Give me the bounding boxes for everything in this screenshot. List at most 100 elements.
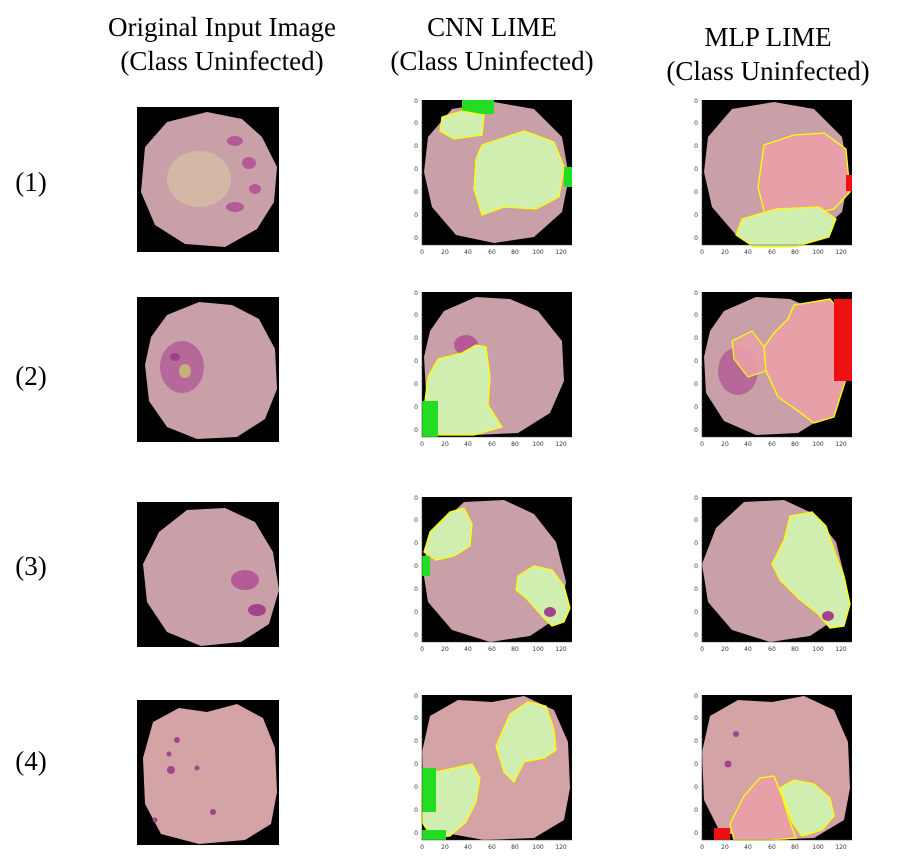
mlp-lime-row-4: 0 20 40 60 80 100 120 0 20 40 60 80 100 … (694, 692, 854, 857)
cnn-row1-xtick-80: 80 (511, 249, 519, 256)
mlp-row3-ytick-20: 20 (694, 517, 698, 524)
mlp-row2-xtick-120: 120 (835, 441, 847, 448)
cnn-row4-xtick-40: 40 (464, 844, 472, 851)
cnn-row2-xtick-60: 60 (488, 441, 496, 448)
mlp-row1-ytick-80: 80 (694, 189, 698, 196)
mlp-row2-ytick-120: 120 (694, 427, 698, 434)
cnn-row4-xtick-120: 120 (555, 844, 567, 851)
cnn-row2-ytick-20: 20 (414, 312, 418, 319)
mlp-row4-xtick-40: 40 (744, 844, 752, 851)
cnn-row2-ytick-120: 120 (414, 427, 418, 434)
mlp-row1-ytick-40: 40 (694, 143, 698, 150)
header-mlp-lime: MLP LIME (Class Uninfected) (640, 20, 896, 88)
mlp-row3-ytick-80: 80 (694, 586, 698, 593)
mlp-row2-ytick-100: 100 (694, 404, 698, 411)
mlp-row2-xtick-100: 100 (812, 441, 824, 448)
header-original-title: Original Input Image (108, 12, 336, 42)
cnn-row2-ytick-80: 80 (414, 381, 418, 388)
mlp-row4-ytick-40: 40 (694, 738, 698, 745)
mlp-row1-xtick-20: 20 (721, 249, 729, 256)
cnn-row2-xtick-80: 80 (511, 441, 519, 448)
cnn-row2-xtick-0: 0 (420, 441, 424, 448)
cnn-lime-row-1: 0 20 40 60 80 100 120 0 20 40 60 80 100 … (414, 97, 574, 262)
mlp-row4-xtick-120: 120 (835, 844, 847, 851)
mlp-row1-ytick-20: 20 (694, 120, 698, 127)
mlp-row2-xtick-60: 60 (768, 441, 776, 448)
cnn-row4-ytick-0: 0 (414, 693, 418, 700)
cnn-row3-ytick-100: 100 (414, 609, 418, 616)
cnn-row2-ytick-100: 100 (414, 404, 418, 411)
mlp-row3-ytick-40: 40 (694, 540, 698, 547)
mlp-row3-xtick-20: 20 (721, 646, 729, 653)
row-label-1: (1) (15, 167, 47, 197)
mlp-lime-row-2: 0 20 40 60 80 100 120 0 20 40 60 80 100 … (694, 289, 854, 454)
mlp-row4-ytick-80: 80 (694, 784, 698, 791)
cnn-row4-ytick-100: 100 (414, 807, 418, 814)
mlp-row1-xtick-60: 60 (768, 249, 776, 256)
cnn-row3-xtick-40: 40 (464, 646, 472, 653)
cnn-lime-row-3: 0 20 40 60 80 100 120 0 20 40 60 80 100 … (414, 494, 574, 659)
header-cnn-class: (Class Uninfected) (390, 46, 594, 76)
row-label-4: (4) (15, 746, 47, 776)
cnn-row2-ytick-40: 40 (414, 335, 418, 342)
cnn-row3-ytick-40: 40 (414, 540, 418, 547)
mlp-row1-ytick-60: 60 (694, 166, 698, 173)
cnn-row4-ytick-80: 80 (414, 784, 418, 791)
cnn-row4-ytick-120: 120 (414, 830, 418, 837)
mlp-row3-xtick-100: 100 (812, 646, 824, 653)
cnn-row4-xtick-20: 20 (441, 844, 449, 851)
cnn-row3-xtick-100: 100 (532, 646, 544, 653)
header-original-class: (Class Uninfected) (120, 46, 324, 76)
cnn-row2-xtick-120: 120 (555, 441, 567, 448)
original-image-row-4 (137, 700, 279, 845)
cnn-row2-xtick-100: 100 (532, 441, 544, 448)
mlp-row3-xtick-60: 60 (768, 646, 776, 653)
mlp-row4-ytick-120: 120 (694, 830, 698, 837)
cnn-row2-xtick-20: 20 (441, 441, 449, 448)
cnn-row1-ytick-120: 120 (414, 235, 418, 242)
mlp-row1-xtick-80: 80 (791, 249, 799, 256)
cnn-row3-xtick-120: 120 (555, 646, 567, 653)
mlp-row2-ytick-60: 60 (694, 358, 698, 365)
cnn-row2-ytick-60: 60 (414, 358, 418, 365)
row-label-2: (2) (15, 361, 47, 391)
mlp-row4-xtick-80: 80 (791, 844, 799, 851)
cnn-row3-ytick-60: 60 (414, 563, 418, 570)
mlp-row3-ytick-0: 0 (694, 495, 698, 502)
mlp-row3-ytick-100: 100 (694, 609, 698, 616)
original-image-row-2 (137, 297, 279, 442)
cnn-row3-xtick-60: 60 (488, 646, 496, 653)
mlp-row4-xtick-100: 100 (812, 844, 824, 851)
mlp-row2-ytick-20: 20 (694, 312, 698, 319)
mlp-row1-ytick-0: 0 (694, 98, 698, 105)
cnn-lime-row-4: 0 20 40 60 80 100 120 0 20 40 60 80 100 … (414, 692, 574, 857)
cnn-row3-xtick-80: 80 (511, 646, 519, 653)
mlp-row3-xtick-120: 120 (835, 646, 847, 653)
cnn-row4-xtick-100: 100 (532, 844, 544, 851)
mlp-row3-xtick-80: 80 (791, 646, 799, 653)
cnn-row3-xtick-0: 0 (420, 646, 424, 653)
header-cnn-title: CNN LIME (427, 12, 557, 42)
header-mlp-title: MLP LIME (704, 22, 832, 52)
cnn-row3-ytick-0: 0 (414, 495, 418, 502)
cnn-row4-xtick-80: 80 (511, 844, 519, 851)
cnn-row1-ytick-100: 100 (414, 212, 418, 219)
cnn-row1-xtick-40: 40 (464, 249, 472, 256)
row-label-3: (3) (15, 551, 47, 581)
mlp-row3-ytick-120: 120 (694, 632, 698, 639)
mlp-row1-xtick-100: 100 (812, 249, 824, 256)
cnn-row4-ytick-40: 40 (414, 738, 418, 745)
mlp-row1-xtick-0: 0 (700, 249, 704, 256)
cnn-row4-xtick-0: 0 (420, 844, 424, 851)
cnn-row1-ytick-60: 60 (414, 166, 418, 173)
mlp-lime-row-1: 0 20 40 60 80 100 120 0 20 40 60 80 100 … (694, 97, 854, 262)
mlp-row2-ytick-40: 40 (694, 335, 698, 342)
cnn-row3-ytick-20: 20 (414, 517, 418, 524)
header-original-input-image: Original Input Image (Class Uninfected) (62, 10, 382, 78)
cnn-row2-xtick-40: 40 (464, 441, 472, 448)
mlp-row4-ytick-0: 0 (694, 693, 698, 700)
mlp-row2-xtick-40: 40 (744, 441, 752, 448)
mlp-row2-ytick-0: 0 (694, 290, 698, 297)
cnn-row2-ytick-0: 0 (414, 290, 418, 297)
mlp-row4-ytick-20: 20 (694, 715, 698, 722)
